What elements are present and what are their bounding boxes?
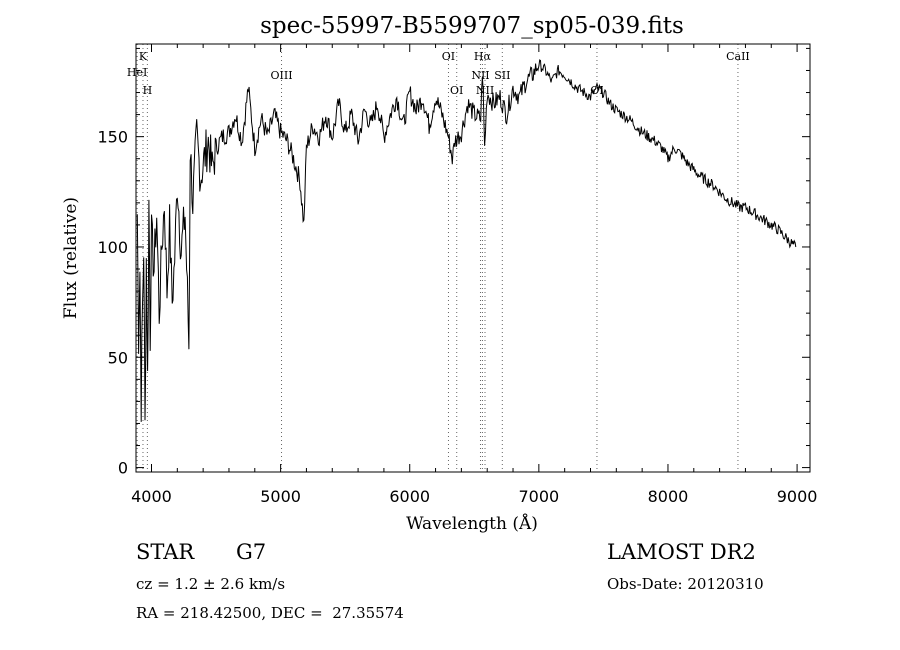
x-tick-label-5: 9000 <box>777 487 818 506</box>
line-label-0: K <box>139 50 148 63</box>
x-tick-label-4: 8000 <box>648 487 689 506</box>
line-label-4: OI <box>442 50 455 63</box>
plot-area <box>136 59 797 422</box>
y-tick-label-0: 0 <box>118 459 128 478</box>
y-tick-label-1: 50 <box>108 348 128 367</box>
y-axis-label: Flux (relative) <box>61 197 81 319</box>
x-tick-label-1: 5000 <box>260 487 301 506</box>
survey-name: LAMOST DR2 <box>607 540 756 564</box>
y-tick-label-3: 150 <box>97 128 128 147</box>
chart-title: spec-55997-B5599707_sp05-039.fits <box>260 13 684 39</box>
line-label-7: NII <box>471 69 489 82</box>
spectrum-series <box>136 59 797 422</box>
redshift-cz: cz = 1.2 ± 2.6 km/s <box>136 575 286 593</box>
axes: 4000 5000 6000 7000 8000 9000 0 50 100 150 <box>97 44 817 506</box>
line-label-11: CaII <box>726 50 750 63</box>
line-label-8: NII <box>476 84 494 97</box>
line-label-5: OI <box>450 84 463 97</box>
x-tick-label-2: 6000 <box>389 487 430 506</box>
line-label-6: Hα <box>474 50 492 63</box>
line-label-1: H <box>143 84 153 97</box>
x-tick-label-0: 4000 <box>131 487 172 506</box>
line-label-9: SII <box>494 69 510 82</box>
y-tick-label-2: 100 <box>97 238 128 257</box>
line-label-2: HeI <box>127 66 147 79</box>
plot-frame <box>135 43 811 473</box>
object-class: STAR <box>136 540 195 564</box>
subclass: G7 <box>236 540 267 564</box>
x-tick-label-3: 7000 <box>518 487 559 506</box>
coordinates: RA = 218.42500, DEC = 27.35574 <box>136 604 404 622</box>
observation-date: Obs-Date: 20120310 <box>607 575 764 593</box>
line-label-3: OIII <box>270 69 292 82</box>
x-axis-label: Wavelength (Å) <box>406 513 538 534</box>
